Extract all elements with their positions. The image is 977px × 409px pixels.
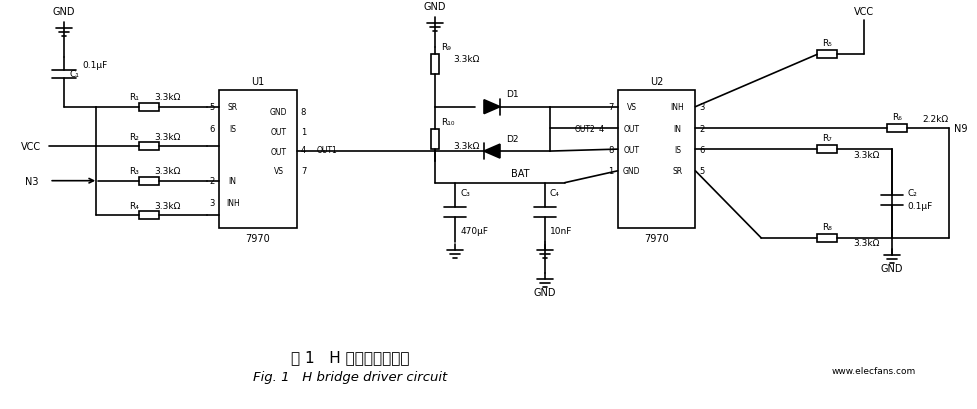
Text: 3.3kΩ: 3.3kΩ: [153, 167, 180, 176]
Text: 3.3kΩ: 3.3kΩ: [452, 142, 479, 150]
Polygon shape: [484, 101, 499, 114]
Text: 3.3kΩ: 3.3kΩ: [852, 150, 878, 159]
Text: R₇: R₇: [822, 133, 831, 142]
Text: GND: GND: [879, 263, 902, 273]
Text: 7: 7: [301, 167, 306, 176]
Text: VCC: VCC: [21, 142, 41, 152]
Text: R₁₀: R₁₀: [441, 118, 454, 127]
Text: GND: GND: [423, 2, 446, 12]
Text: IN: IN: [229, 177, 236, 186]
Text: D1: D1: [505, 90, 518, 99]
Text: Fig. 1   H bridge driver circuit: Fig. 1 H bridge driver circuit: [253, 370, 447, 382]
Text: www.elecfans.com: www.elecfans.com: [830, 366, 915, 375]
Text: 6: 6: [209, 125, 214, 134]
Text: 2: 2: [209, 177, 214, 186]
Text: OUT: OUT: [271, 147, 286, 156]
Text: VS: VS: [626, 103, 636, 112]
Text: U2: U2: [649, 77, 662, 87]
Text: 4: 4: [599, 125, 604, 134]
Text: 1: 1: [301, 128, 306, 137]
Text: R₃: R₃: [129, 167, 139, 176]
Bar: [139, 103, 159, 111]
Text: GND: GND: [622, 167, 640, 176]
Text: 0.1μF: 0.1μF: [907, 201, 932, 210]
Bar: [816, 146, 836, 154]
Text: 3.3kΩ: 3.3kΩ: [153, 93, 180, 102]
Text: 图 1   H 桥电机驱动电路: 图 1 H 桥电机驱动电路: [291, 349, 409, 364]
Bar: [219, 91, 296, 229]
Text: SR: SR: [672, 167, 682, 176]
Text: U1: U1: [251, 77, 264, 87]
Text: R₈: R₈: [822, 222, 831, 231]
Bar: [886, 125, 906, 133]
Text: 7970: 7970: [644, 233, 668, 243]
Text: 6: 6: [699, 145, 704, 154]
Text: R₁: R₁: [129, 93, 139, 102]
Text: INH: INH: [226, 198, 239, 207]
Text: OUT: OUT: [623, 125, 639, 134]
Text: 4: 4: [301, 145, 306, 154]
Text: R₅: R₅: [822, 39, 831, 48]
Text: 3.3kΩ: 3.3kΩ: [153, 201, 180, 210]
Bar: [139, 212, 159, 220]
Text: 7970: 7970: [245, 233, 270, 243]
Text: GND: GND: [270, 108, 287, 117]
Text: R₄: R₄: [129, 201, 139, 210]
Text: 3: 3: [699, 103, 704, 112]
Text: GND: GND: [53, 7, 75, 17]
Text: OUT2: OUT2: [574, 125, 595, 134]
Text: GND: GND: [533, 288, 556, 297]
Text: R₂: R₂: [129, 133, 139, 142]
Text: OUT1: OUT1: [317, 145, 337, 154]
Text: 3.3kΩ: 3.3kΩ: [452, 55, 479, 64]
Text: IS: IS: [673, 145, 680, 154]
Text: C₁: C₁: [69, 70, 79, 79]
Text: 3.3kΩ: 3.3kΩ: [852, 239, 878, 248]
Text: 10nF: 10nF: [549, 226, 572, 235]
Bar: [139, 143, 159, 151]
Bar: [816, 51, 836, 59]
Text: D2: D2: [505, 135, 518, 144]
Text: VS: VS: [274, 167, 283, 176]
Bar: [431, 130, 439, 150]
Polygon shape: [484, 145, 499, 159]
Text: 8: 8: [608, 145, 613, 154]
Text: 470μF: 470μF: [459, 226, 488, 235]
Text: N3: N3: [24, 176, 38, 186]
Bar: [617, 91, 695, 229]
Text: 8: 8: [301, 108, 306, 117]
Text: IN: IN: [673, 125, 681, 134]
Text: 7: 7: [608, 103, 613, 112]
Text: OUT: OUT: [271, 128, 286, 137]
Text: 3.3kΩ: 3.3kΩ: [153, 133, 180, 142]
Text: VCC: VCC: [853, 7, 873, 17]
Text: 0.1μF: 0.1μF: [82, 61, 107, 70]
Text: OUT: OUT: [623, 145, 639, 154]
Text: SR: SR: [228, 103, 237, 112]
Text: R₆: R₆: [891, 113, 901, 122]
Text: 2.2kΩ: 2.2kΩ: [922, 115, 948, 124]
Text: IS: IS: [229, 125, 236, 134]
Text: INH: INH: [670, 103, 684, 112]
Text: N9: N9: [953, 124, 966, 134]
Text: C₄: C₄: [549, 189, 559, 198]
Text: 2: 2: [700, 125, 704, 134]
Text: R₉: R₉: [441, 43, 450, 52]
Text: 3: 3: [209, 198, 214, 207]
Bar: [816, 234, 836, 242]
Bar: [139, 177, 159, 185]
Text: 1: 1: [608, 167, 613, 176]
Text: 5: 5: [209, 103, 214, 112]
Text: C₂: C₂: [907, 189, 916, 198]
Bar: [431, 55, 439, 75]
Text: 5: 5: [700, 167, 704, 176]
Text: C₃: C₃: [459, 189, 470, 198]
Text: BAT: BAT: [510, 169, 529, 178]
